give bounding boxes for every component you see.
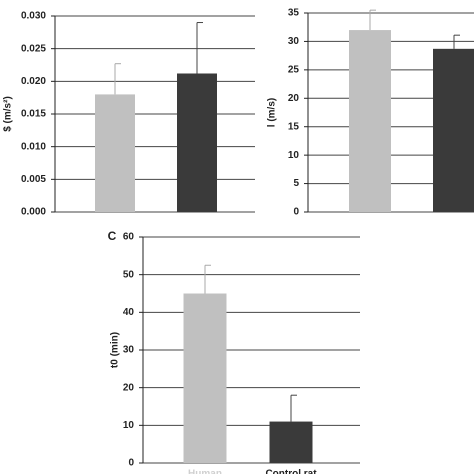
y-tick-label: 0 xyxy=(128,458,134,469)
y-tick-label: 20 xyxy=(123,382,135,393)
y-tick-label: 0.010 xyxy=(21,141,46,152)
y-tick-label: 0 xyxy=(293,207,299,218)
y-tick-label: 0.020 xyxy=(21,76,46,87)
y-tick-label: 40 xyxy=(123,307,135,318)
y-tick-label: 0.005 xyxy=(21,174,46,185)
y-tick-label: 50 xyxy=(123,269,135,280)
y-axis-label: $ (m/s²) xyxy=(3,96,14,132)
bar xyxy=(183,293,227,463)
y-tick-label: 0.015 xyxy=(21,109,46,120)
error-bar xyxy=(453,34,460,49)
y-tick-label: 30 xyxy=(123,345,135,356)
y-tick-label: 60 xyxy=(123,232,135,243)
y-tick-label: 30 xyxy=(288,36,300,47)
y-tick-label: 25 xyxy=(288,64,300,75)
y-tick-label: 15 xyxy=(288,121,300,132)
bar xyxy=(177,73,217,212)
y-tick-label: 0.025 xyxy=(21,43,46,54)
y-tick-label: 5 xyxy=(293,178,299,189)
y-tick-label: 10 xyxy=(288,150,300,161)
bar xyxy=(433,48,474,212)
bar xyxy=(269,421,313,463)
x-tick-label: Control rat xyxy=(265,469,317,474)
error-bar xyxy=(369,9,376,31)
y-tick-label: 35 xyxy=(288,8,300,19)
error-bar xyxy=(196,22,203,74)
error-bar xyxy=(290,394,297,422)
y-axis-label: l (m/s) xyxy=(267,98,278,127)
error-bar xyxy=(114,63,121,95)
bar xyxy=(95,94,135,212)
y-tick-label: 0.000 xyxy=(21,207,46,218)
x-tick-label: Human xyxy=(188,469,222,474)
y-tick-label: 0.030 xyxy=(21,11,46,22)
y-tick-label: 10 xyxy=(123,420,135,431)
bar xyxy=(349,30,391,212)
y-tick-label: 20 xyxy=(288,93,300,104)
panel-label: C xyxy=(108,229,117,243)
error-bar xyxy=(204,264,211,294)
y-axis-label: t0 (min) xyxy=(110,332,121,368)
